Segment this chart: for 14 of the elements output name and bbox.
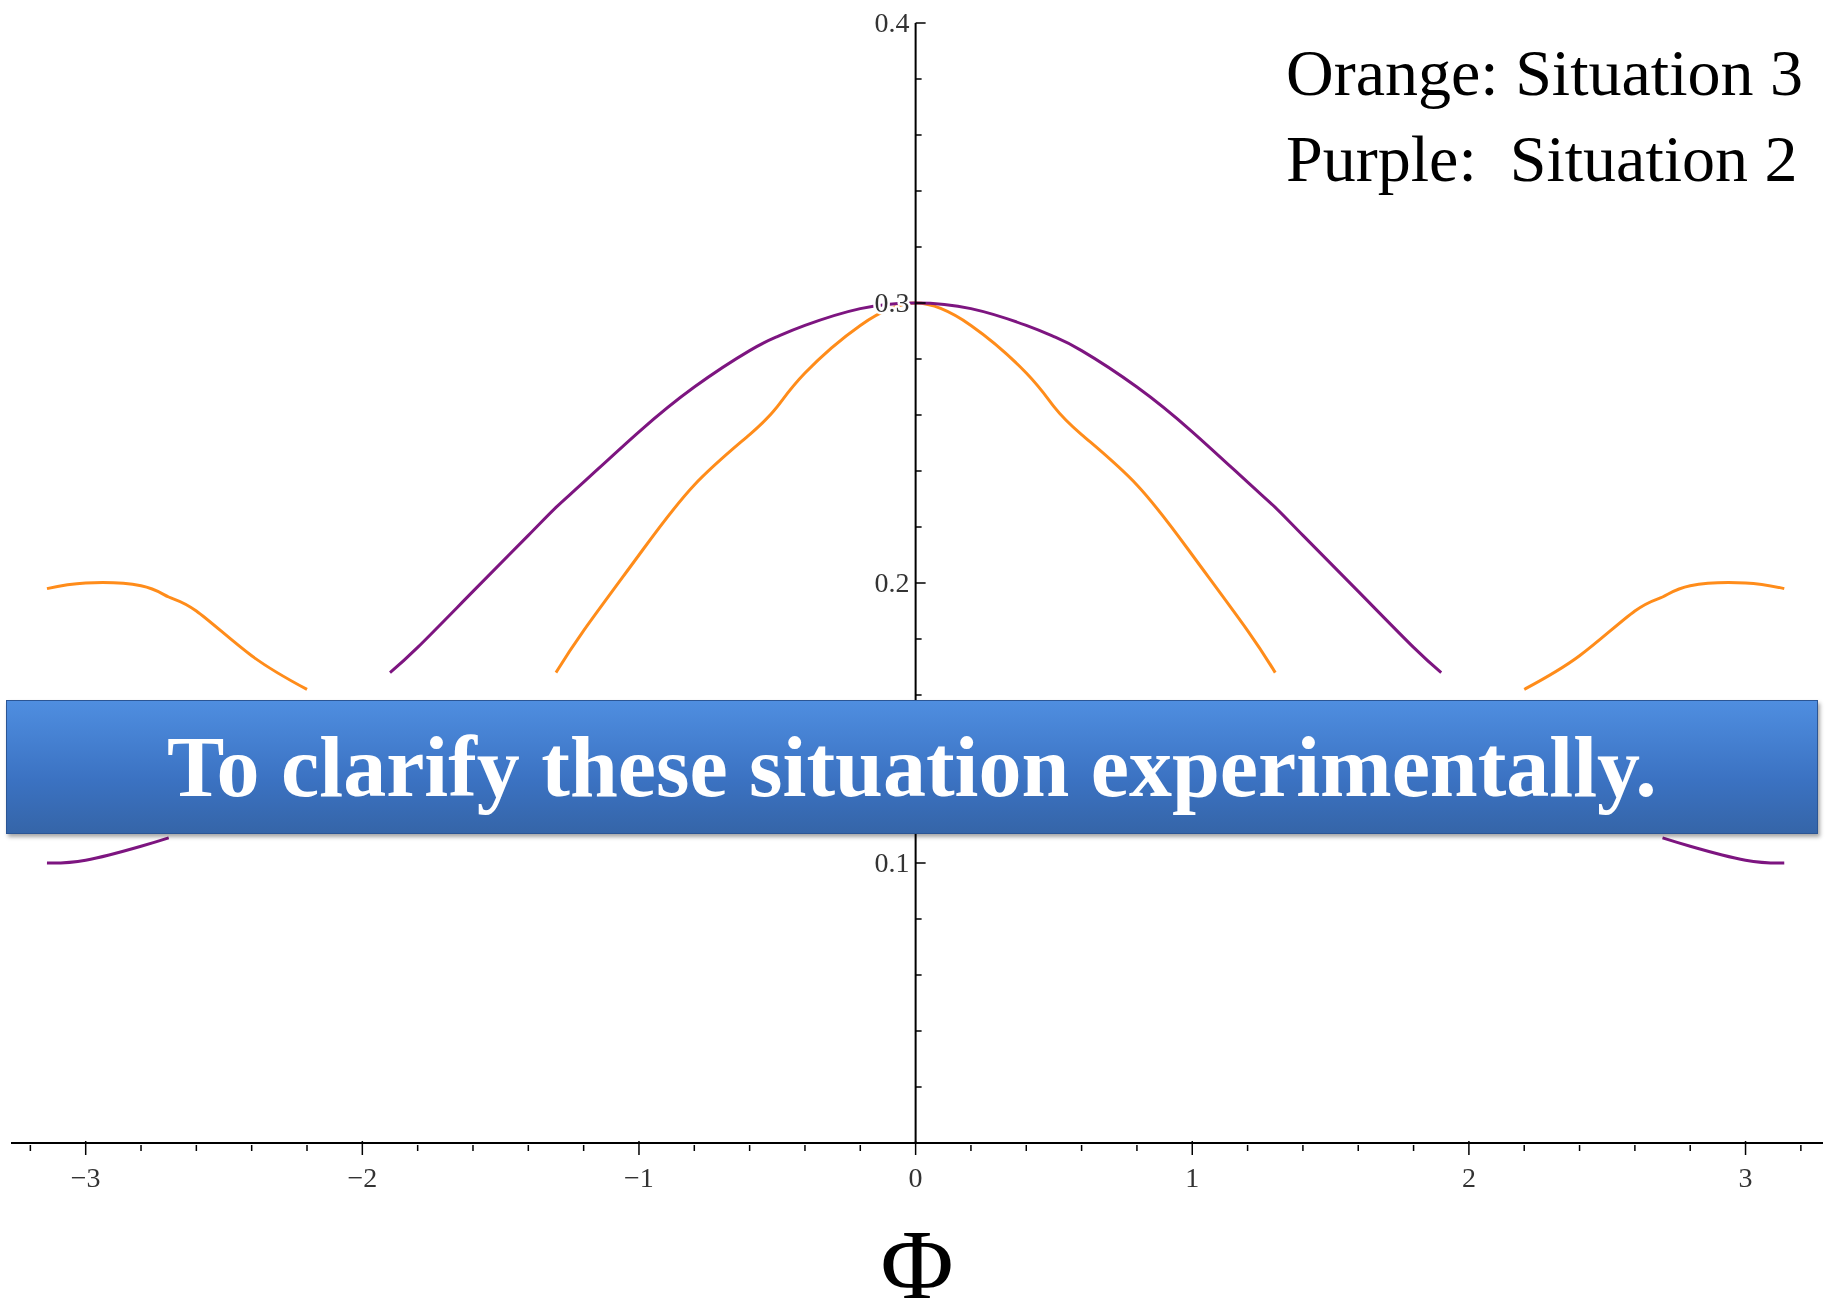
x-tick-label: 3 xyxy=(1738,1162,1753,1193)
x-axis-title: Φ xyxy=(880,1209,954,1313)
x-tick-label: −3 xyxy=(70,1162,101,1193)
y-tick-label: 0.2 xyxy=(874,567,910,598)
x-tick-label: 0 xyxy=(908,1162,923,1193)
x-tick-label: 1 xyxy=(1185,1162,1200,1193)
annotation: Purple: Situation 2 xyxy=(1286,120,1799,197)
x-tick-label: 2 xyxy=(1461,1162,1476,1193)
y-tick-label: 0.1 xyxy=(874,847,910,878)
annotation: Orange: Situation 3 xyxy=(1286,35,1803,111)
x-tick-label: −2 xyxy=(347,1162,378,1193)
y-tick-label: 0.4 xyxy=(874,7,910,38)
x-tick-label: −1 xyxy=(624,1162,654,1193)
text-banner: To clarify these situation experimentally. xyxy=(6,700,1818,834)
